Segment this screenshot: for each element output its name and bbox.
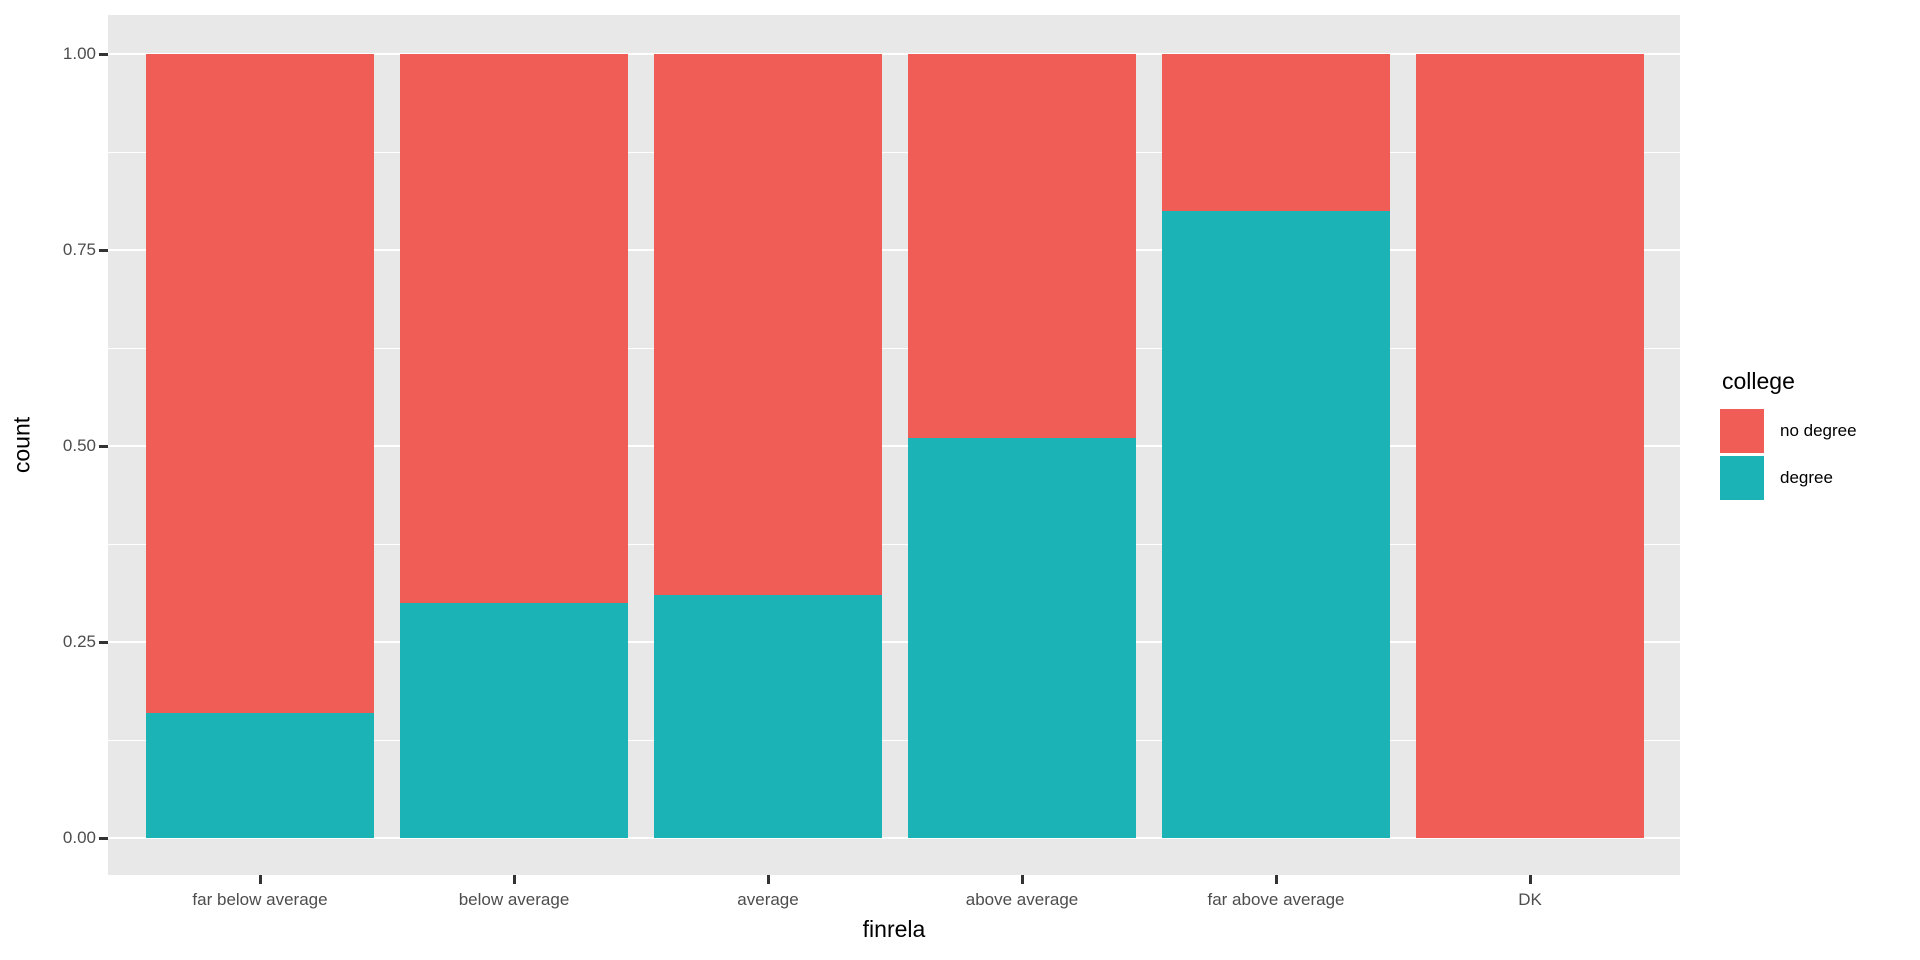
bar-segment xyxy=(146,54,374,713)
minor-gridline xyxy=(108,543,1680,545)
x-tick-label: above average xyxy=(965,890,1079,909)
legend-label: degree xyxy=(1780,468,1833,487)
major-gridline xyxy=(108,837,1680,839)
x-axis-tick xyxy=(513,875,516,884)
minor-gridline xyxy=(108,151,1680,153)
bar-segment xyxy=(146,712,374,838)
y-axis-tick xyxy=(99,53,108,56)
legend-label: no degree xyxy=(1780,421,1857,440)
y-tick-label: 0.75 xyxy=(62,240,96,259)
plot-panel xyxy=(108,15,1680,875)
bar-segment xyxy=(1162,210,1390,838)
bar-segment xyxy=(1162,54,1390,211)
x-axis-tick xyxy=(1021,875,1024,884)
major-gridline xyxy=(108,641,1680,643)
y-axis-tick xyxy=(99,641,108,644)
legend-rows: no degree degree xyxy=(1720,409,1920,500)
bar-segment xyxy=(400,54,628,603)
y-tick-label: 0.50 xyxy=(62,436,96,455)
bar-segment xyxy=(908,438,1136,838)
x-tick-label: far below average xyxy=(192,890,328,909)
x-axis-tick xyxy=(259,875,262,884)
y-axis-tick xyxy=(99,249,108,252)
legend-entry: no degree xyxy=(1720,409,1920,453)
legend-swatch xyxy=(1720,409,1764,453)
major-gridline xyxy=(108,53,1680,55)
bar-segment xyxy=(654,54,882,595)
bar-segment xyxy=(1416,54,1644,838)
legend-title: college xyxy=(1722,368,1795,394)
minor-gridline xyxy=(108,347,1680,349)
y-tick-label: 0.00 xyxy=(62,828,96,847)
bar-segment xyxy=(400,602,628,838)
x-tick-label: below average xyxy=(458,890,570,909)
major-gridline xyxy=(108,249,1680,251)
x-axis-tick xyxy=(1529,875,1532,884)
x-tick-label: DK xyxy=(1518,890,1542,909)
x-tick-label: average xyxy=(737,890,799,909)
x-axis-tick xyxy=(767,875,770,884)
x-axis-title: finrela xyxy=(862,916,926,942)
bar-segment xyxy=(908,54,1136,439)
major-gridline xyxy=(108,445,1680,447)
x-tick-label: far above average xyxy=(1207,890,1345,909)
bar-segment xyxy=(654,594,882,838)
y-axis-tick xyxy=(99,445,108,448)
legend: college no degree degree xyxy=(1720,368,1920,503)
y-tick-label: 0.25 xyxy=(62,632,96,651)
x-axis-tick xyxy=(1275,875,1278,884)
y-axis-tick xyxy=(99,837,108,840)
legend-entry: degree xyxy=(1720,456,1920,500)
legend-swatch xyxy=(1720,456,1764,500)
minor-gridline xyxy=(108,739,1680,741)
y-tick-label: 1.00 xyxy=(62,44,96,63)
